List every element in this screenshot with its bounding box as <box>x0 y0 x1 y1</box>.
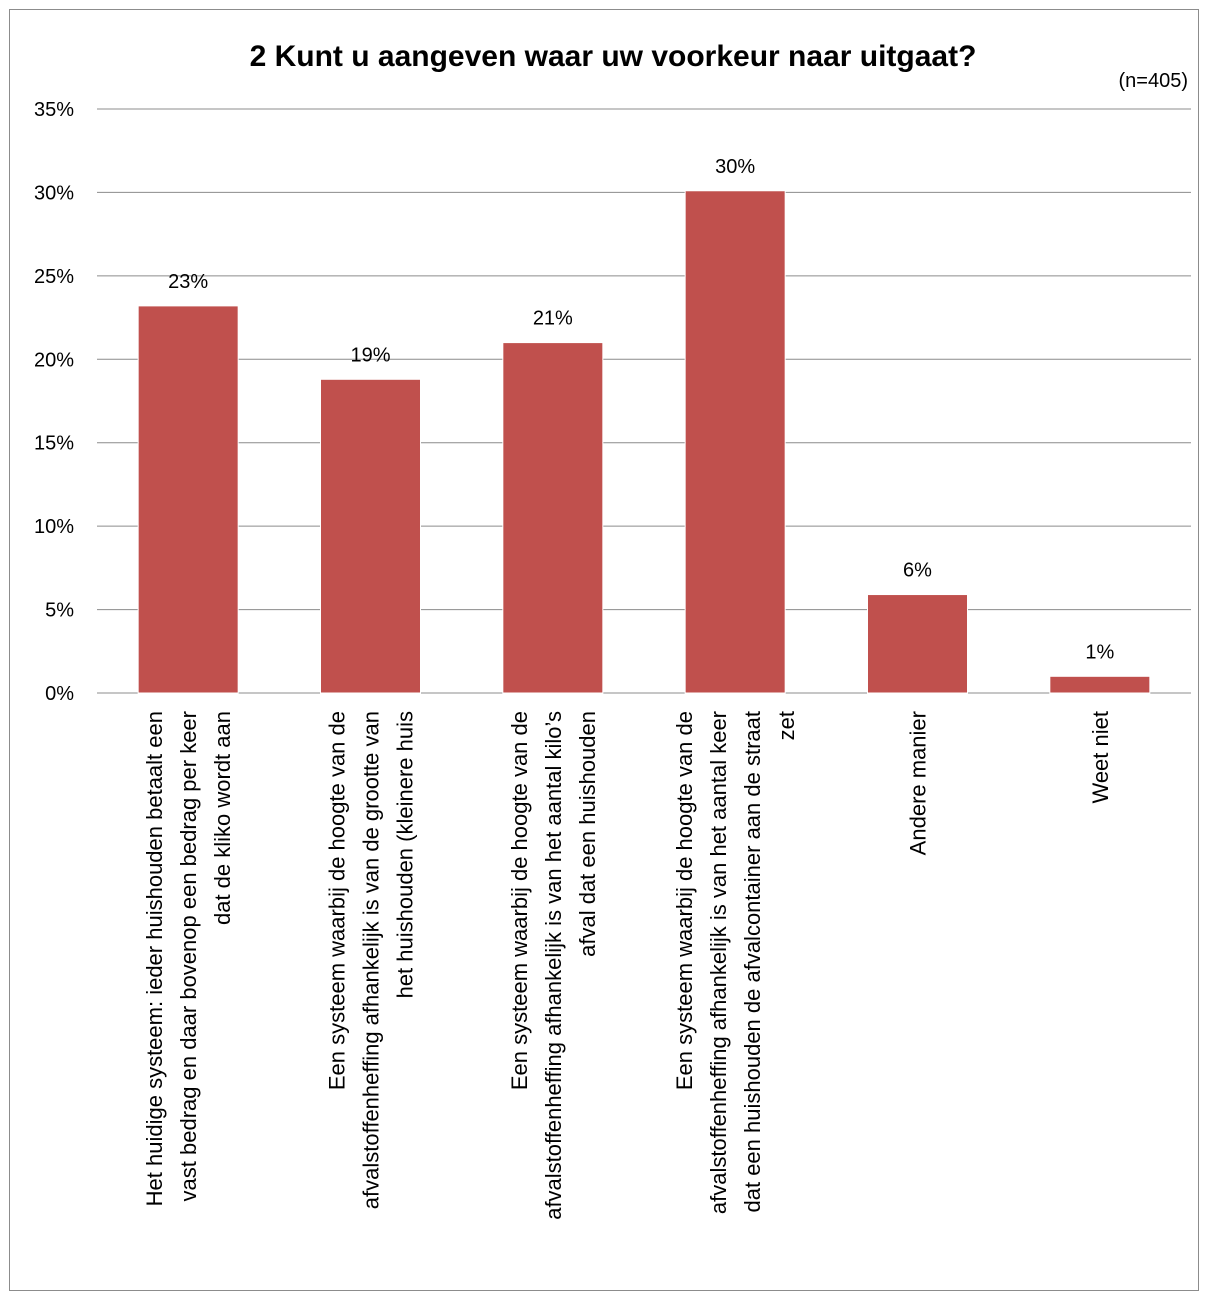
x-tick-label: Een systeem waarbij de hoogte van de afva… <box>672 711 799 1214</box>
bar <box>867 594 968 694</box>
data-label: 21% <box>533 308 573 330</box>
bar <box>684 190 786 694</box>
y-tick-label: 35% <box>34 99 74 121</box>
x-tick-label: Weet niet <box>1088 711 1113 804</box>
bar <box>502 342 604 694</box>
data-label: 23% <box>168 271 208 293</box>
x-tick-label: Het huidige systeem: ieder huishouden be… <box>142 711 235 1206</box>
x-axis-ticks: Het huidige systeem: ieder huishouden be… <box>142 711 1113 1220</box>
data-label: 6% <box>903 560 932 582</box>
bars <box>137 190 1151 694</box>
y-axis-ticks: 0% 5% 10% 15% 20% 25% 30% 35% <box>34 99 74 705</box>
chart-frame <box>9 9 1199 1291</box>
y-tick-label: 0% <box>45 683 74 705</box>
bar <box>1049 675 1151 694</box>
sample-size-note: (n=405) <box>1118 70 1189 92</box>
x-tick-label: Een systeem waarbij de hoogte van de afva… <box>507 711 600 1220</box>
y-tick-label: 15% <box>34 433 74 455</box>
y-tick-label: 20% <box>34 349 74 371</box>
data-label: 19% <box>350 344 390 366</box>
data-label: 1% <box>1085 641 1114 663</box>
data-labels: 23% 19% 21% 30% 6% 1% <box>168 156 1114 664</box>
y-tick-label: 10% <box>34 516 74 538</box>
data-label: 30% <box>715 156 755 178</box>
y-tick-label: 5% <box>45 600 74 622</box>
y-tick-label: 25% <box>34 266 74 288</box>
x-tick-label: Een systeem waarbij de hoogte van de afva… <box>325 711 418 1209</box>
y-tick-label: 30% <box>34 182 74 204</box>
gridlines <box>97 108 1191 694</box>
chart-title: 2 Kunt u aangeven waar uw voorkeur naar … <box>249 40 977 73</box>
bar <box>320 378 421 694</box>
bar <box>137 305 239 694</box>
x-tick-label: Andere manier <box>906 711 931 855</box>
